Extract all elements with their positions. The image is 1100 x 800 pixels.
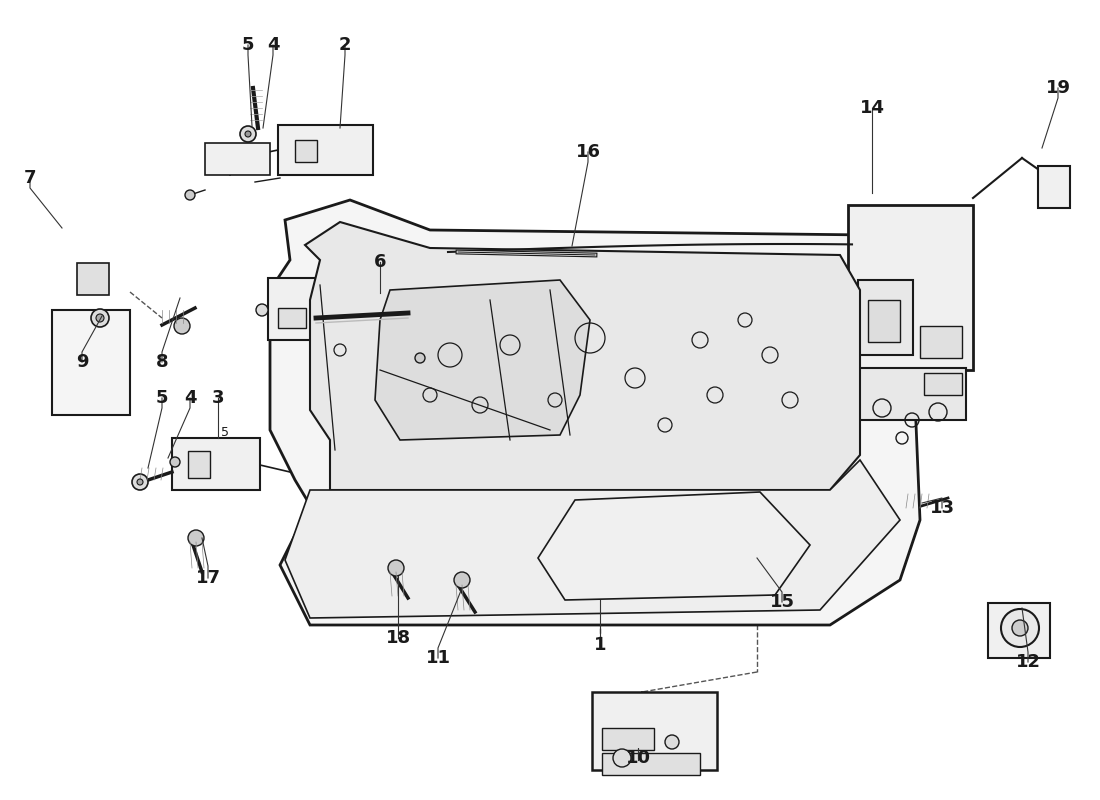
Bar <box>858 368 966 420</box>
Bar <box>988 603 1050 658</box>
Text: 12: 12 <box>1015 653 1041 671</box>
Text: 5: 5 <box>156 389 168 407</box>
Bar <box>920 326 962 358</box>
Circle shape <box>174 318 190 334</box>
Bar <box>405 318 427 333</box>
Polygon shape <box>375 280 590 440</box>
Circle shape <box>188 530 204 546</box>
Text: 11: 11 <box>426 649 451 667</box>
Circle shape <box>1001 609 1040 647</box>
Text: 6: 6 <box>374 253 386 271</box>
Circle shape <box>91 309 109 327</box>
Text: 9: 9 <box>76 353 88 371</box>
Text: 17: 17 <box>196 569 220 587</box>
Bar <box>602 753 700 775</box>
Polygon shape <box>285 460 900 618</box>
Text: 16: 16 <box>575 143 601 161</box>
Text: 2: 2 <box>339 36 351 54</box>
Circle shape <box>256 304 268 316</box>
Text: 19: 19 <box>1045 79 1070 97</box>
Text: 4: 4 <box>184 389 196 407</box>
Text: 8: 8 <box>156 353 168 371</box>
Bar <box>295 140 317 162</box>
Text: 14: 14 <box>859 99 884 117</box>
Bar <box>172 438 260 490</box>
Circle shape <box>138 479 143 485</box>
Bar <box>52 310 130 415</box>
Circle shape <box>185 190 195 200</box>
Polygon shape <box>538 492 810 600</box>
Circle shape <box>415 353 425 363</box>
Circle shape <box>170 457 180 467</box>
Bar <box>858 280 913 355</box>
Text: 15: 15 <box>770 593 794 611</box>
Text: 3: 3 <box>211 389 224 407</box>
Circle shape <box>245 131 251 137</box>
Bar <box>924 373 962 395</box>
Circle shape <box>1012 620 1028 636</box>
Circle shape <box>96 314 104 322</box>
Bar <box>278 125 373 175</box>
Polygon shape <box>305 222 860 490</box>
Bar <box>268 278 316 340</box>
Bar <box>592 692 717 770</box>
Bar <box>205 143 270 175</box>
Polygon shape <box>270 200 920 625</box>
Bar <box>868 300 900 342</box>
Text: 10: 10 <box>626 749 650 767</box>
Circle shape <box>240 126 256 142</box>
Text: 5: 5 <box>221 426 229 438</box>
Text: a passion for parts since: a passion for parts since <box>306 388 674 512</box>
Text: 13: 13 <box>930 499 955 517</box>
Circle shape <box>666 735 679 749</box>
Circle shape <box>132 474 148 490</box>
Text: 5: 5 <box>242 36 254 54</box>
Circle shape <box>613 749 631 767</box>
Bar <box>602 728 654 750</box>
Bar <box>278 308 306 328</box>
Text: 18: 18 <box>385 629 410 647</box>
Text: 7: 7 <box>24 169 36 187</box>
Text: 4: 4 <box>266 36 279 54</box>
Bar <box>848 205 974 370</box>
Bar <box>1038 166 1070 208</box>
Bar <box>395 303 443 345</box>
Bar <box>188 451 210 478</box>
Text: 1: 1 <box>594 636 606 654</box>
Circle shape <box>388 560 404 576</box>
Text: europes: europes <box>319 246 781 494</box>
Bar <box>77 263 109 295</box>
Circle shape <box>454 572 470 588</box>
